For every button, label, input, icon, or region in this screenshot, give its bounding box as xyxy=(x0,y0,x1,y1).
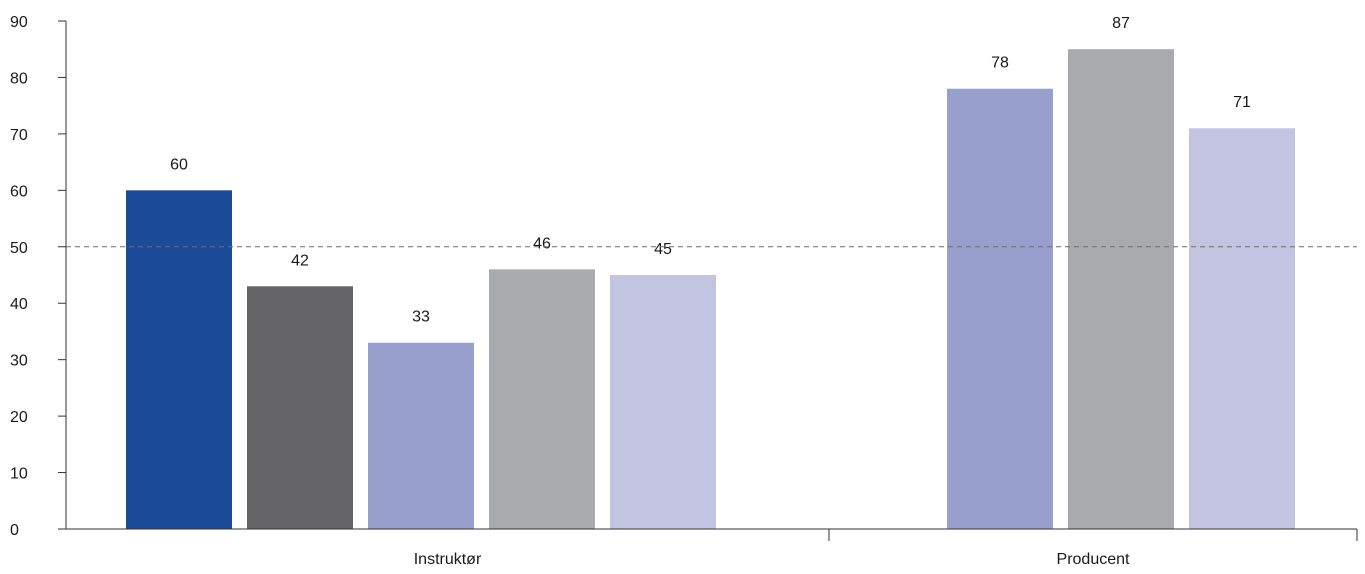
y-tick-label: 90 xyxy=(10,14,28,31)
bar-value-label: 87 xyxy=(1112,15,1130,32)
y-tick-label: 0 xyxy=(10,522,19,539)
bar-value-label: 78 xyxy=(991,55,1009,72)
bar xyxy=(247,286,353,529)
bar xyxy=(947,88,1053,529)
bar xyxy=(126,190,232,530)
bar xyxy=(489,269,595,529)
bar xyxy=(1068,49,1174,529)
bar-value-label: 33 xyxy=(412,309,430,326)
y-tick-label: 80 xyxy=(10,70,28,87)
y-tick-label: 70 xyxy=(10,127,28,144)
y-tick-label: 10 xyxy=(10,466,28,483)
y-axis: 0 10 20 30 40 50 60 70 80 90 xyxy=(10,14,67,539)
bar-value-label: 60 xyxy=(170,156,188,173)
bar-value-label: 46 xyxy=(533,235,551,252)
bar xyxy=(368,342,474,529)
bars-layer: 60 42 33 46 45 78 87 71 xyxy=(66,15,1357,530)
bar-value-label: 42 xyxy=(291,252,309,269)
y-tick-label: 20 xyxy=(10,409,28,426)
x-category-label: Instruktør xyxy=(414,551,482,568)
bar xyxy=(610,275,716,529)
bar-value-label: 71 xyxy=(1233,94,1251,111)
y-tick-label: 40 xyxy=(10,296,28,313)
y-tick-label: 30 xyxy=(10,353,28,370)
bar-value-label: 45 xyxy=(654,241,672,258)
y-tick-label: 60 xyxy=(10,183,28,200)
y-tick-label: 50 xyxy=(10,240,28,257)
bar xyxy=(1189,128,1295,529)
x-category-label: Producent xyxy=(1057,551,1130,568)
x-axis: Instruktør Producent xyxy=(66,528,1358,568)
